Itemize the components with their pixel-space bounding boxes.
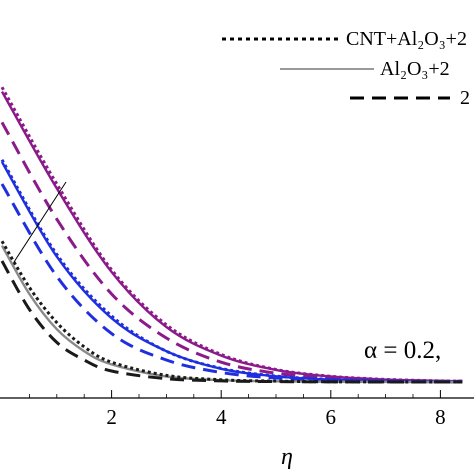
series-line-purple-dashed [0,121,463,383]
x-tick-label: 2 [106,405,117,429]
x-tick-label: 4 [216,405,227,429]
legend-label-2: Al₂O₃+2 [380,58,450,80]
legend-label-3: 2 [460,87,470,109]
x-tick-label: 6 [326,405,337,429]
series-line-black-dotted [0,240,463,384]
x-tick-label: 8 [435,405,446,429]
parameter-annotation: α = 0.2, [364,337,441,364]
series-line-black-dashed [0,260,463,384]
x-axis-title: η [281,444,293,470]
legend-label-1: CNT+Al₂O₃+2 [346,28,467,50]
legend: CNT+Al₂O₃+2 Al₂O₃+2 2 [222,28,470,109]
x-ticks-group: 2 4 6 8 [28,390,446,429]
pointer-line [13,181,67,263]
series-group [0,86,463,384]
series-line-blue-dotted [0,159,463,384]
